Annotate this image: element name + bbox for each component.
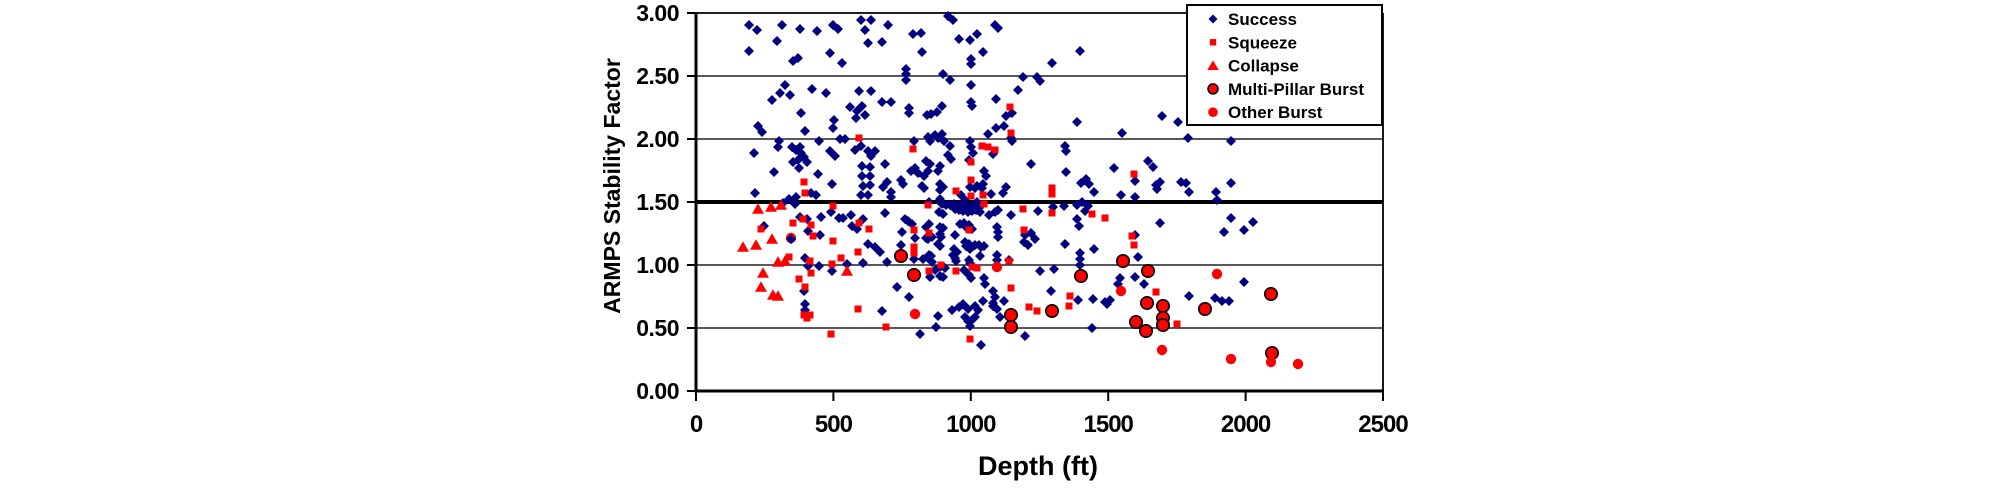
svg-text:Success: Success <box>1228 10 1297 29</box>
svg-text:0.50: 0.50 <box>636 315 679 341</box>
svg-text:Other Burst: Other Burst <box>1228 103 1323 122</box>
svg-text:2500: 2500 <box>1358 411 1408 438</box>
svg-text:0.00: 0.00 <box>636 378 679 404</box>
svg-text:Multi-Pillar Burst: Multi-Pillar Burst <box>1228 80 1364 99</box>
svg-text:1500: 1500 <box>1084 411 1134 438</box>
svg-text:1000: 1000 <box>946 411 996 438</box>
svg-text:1.50: 1.50 <box>636 189 679 215</box>
svg-text:ARMPS Stability Factor: ARMPS Stability Factor <box>599 58 625 314</box>
svg-text:2000: 2000 <box>1221 411 1271 438</box>
svg-text:3.00: 3.00 <box>636 0 679 26</box>
svg-text:Squeeze: Squeeze <box>1228 33 1297 52</box>
svg-text:Collapse: Collapse <box>1228 57 1299 76</box>
svg-text:500: 500 <box>815 411 853 438</box>
svg-text:1.00: 1.00 <box>636 252 679 278</box>
svg-text:Depth (ft): Depth (ft) <box>978 451 1098 481</box>
svg-text:2.00: 2.00 <box>636 126 679 152</box>
svg-text:0: 0 <box>690 411 703 438</box>
svg-text:2.50: 2.50 <box>636 63 679 89</box>
